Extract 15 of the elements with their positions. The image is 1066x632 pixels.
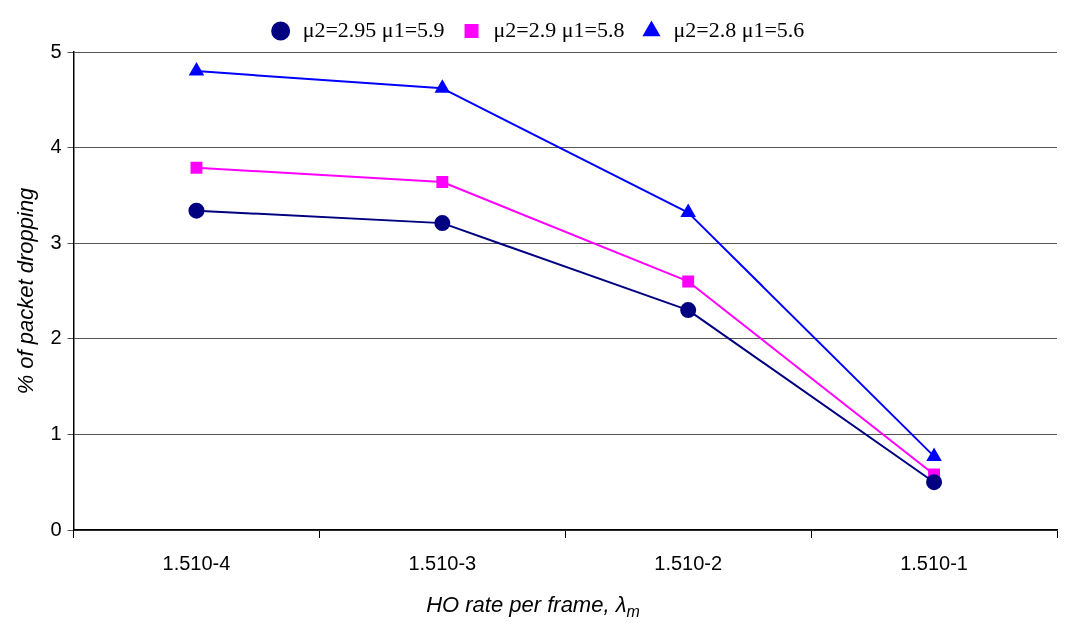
legend-label: μ2=2.8 μ1=5.6 xyxy=(673,16,805,42)
legend-label: μ2=2.95 μ1=5.9 xyxy=(302,16,445,42)
x-axis-title: HO rate per frame, λ$_{m}$ xyxy=(425,592,641,622)
x-tick-label: 1.510-3 xyxy=(408,551,477,574)
legend-label: μ2=2.9 μ1=5.8 xyxy=(493,16,625,42)
x-tick-label: 1.510-2 xyxy=(654,551,723,574)
x-tick-label: 1.510-4 xyxy=(162,551,231,574)
y-tick-label: 4 xyxy=(50,135,62,158)
y-tick-label: 5 xyxy=(50,39,62,62)
y-axis-title: % of packet dropping xyxy=(13,186,39,395)
y-tick-label: 2 xyxy=(50,326,62,349)
y-tick-label: 3 xyxy=(50,230,62,253)
y-tick-label: 0 xyxy=(50,517,62,540)
x-tick-label: 1.510-1 xyxy=(900,551,968,574)
y-tick-label: 1 xyxy=(50,421,62,444)
